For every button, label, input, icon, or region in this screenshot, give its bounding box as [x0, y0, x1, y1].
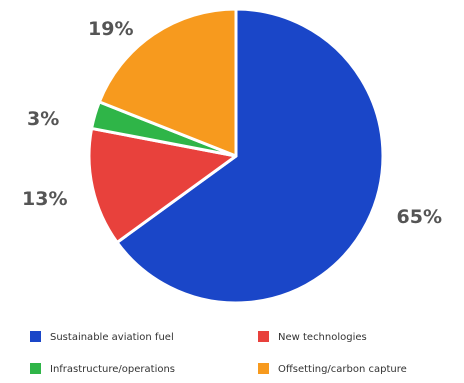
legend-swatch [30, 363, 41, 374]
pie-slice-new-technologies [87, 126, 238, 244]
pie-slice-offsetting-carbon-capture [97, 7, 238, 158]
legend-label: Offsetting/carbon capture [278, 364, 407, 375]
slice-label-sustainable-aviation-fuel: 65% [397, 206, 442, 228]
pie-labels: 65% 13% 3% 19% [22, 18, 442, 228]
legend-swatch [258, 331, 269, 342]
legend-label: New technologies [278, 332, 367, 343]
legend-swatch [258, 363, 269, 374]
legend-item-infrastructure-operations: Infrastructure/operations [30, 363, 175, 375]
slice-label-infrastructure-operations: 3% [27, 108, 59, 130]
legend-label: Sustainable aviation fuel [50, 332, 174, 343]
legend: Sustainable aviation fuel New technologie… [30, 331, 407, 375]
pie-slices [87, 7, 385, 305]
slice-label-new-technologies: 13% [22, 188, 67, 210]
pie-slice-sustainable-aviation-fuel [115, 7, 385, 305]
legend-item-offsetting-carbon-capture: Offsetting/carbon capture [258, 363, 407, 375]
legend-item-sustainable-aviation-fuel: Sustainable aviation fuel [30, 331, 174, 343]
slice-label-offsetting-carbon-capture: 19% [88, 18, 133, 40]
legend-label: Infrastructure/operations [50, 364, 175, 375]
legend-item-new-technologies: New technologies [258, 331, 367, 343]
legend-swatch [30, 331, 41, 342]
